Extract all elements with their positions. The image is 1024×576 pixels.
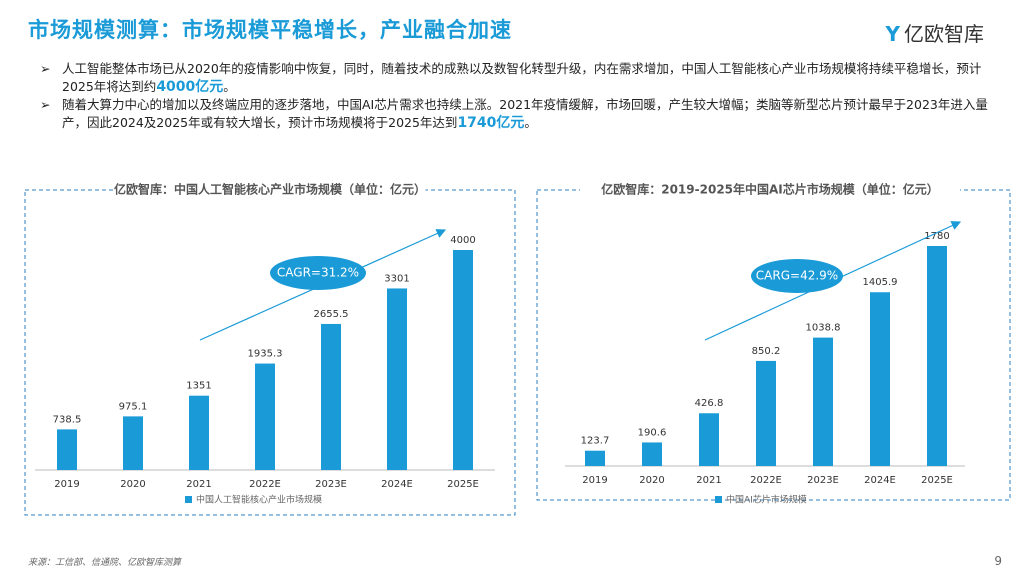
- logo-text: 亿欧智库: [904, 22, 984, 46]
- annotation-bubble: [751, 259, 843, 293]
- x-tick-label: 2020: [639, 475, 664, 486]
- x-tick-label: 2022E: [249, 479, 281, 490]
- value-label: 1351: [186, 381, 211, 392]
- chart-frame: [536, 189, 1011, 501]
- value-label: 1935.3: [248, 349, 283, 360]
- title-bg: [580, 182, 960, 198]
- bar: [189, 395, 209, 470]
- x-tick-label: 2025E: [921, 475, 953, 486]
- bar: [123, 416, 143, 470]
- bar: [699, 413, 719, 466]
- bullet-text: 随着大算力中心的增加以及终端应用的逐步落地，中国AI芯片需求也持续上涨。2021…: [62, 97, 988, 130]
- legend-swatch: [185, 496, 192, 503]
- annotation-bubble: [270, 256, 366, 290]
- value-label: 1405.9: [863, 277, 898, 288]
- bar: [57, 429, 77, 470]
- x-tick-label: 2022E: [750, 475, 782, 486]
- x-tick-label: 2023E: [315, 479, 347, 490]
- value-label: 975.1: [119, 401, 148, 412]
- annotation: CARG=42.9%: [756, 269, 838, 283]
- bullet-text: 人工智能整体市场已从2020年的疫情影响中恢复，同时，随着技术的成熟以及数智化转…: [62, 61, 982, 94]
- source: 来源：工信部、信通院、亿欧智库测算: [28, 558, 182, 568]
- bar: [927, 246, 947, 466]
- x-tick-label: 2019: [582, 475, 607, 486]
- chart-title: 亿欧智库：2019-2025年中国AI芯片市场规模（单位：亿元）: [601, 182, 939, 197]
- x-tick-label: 2021: [696, 475, 721, 486]
- page-number: 9: [994, 554, 1002, 568]
- bar: [813, 337, 833, 466]
- value-label: 850.2: [752, 346, 781, 357]
- value-label: 1038.8: [806, 323, 841, 334]
- title-bg: [114, 182, 426, 198]
- value-label: 123.7: [581, 436, 610, 447]
- bar: [321, 323, 341, 470]
- bullet-text: 。: [524, 115, 537, 130]
- bar: [756, 360, 776, 466]
- logo: Y 亿欧智库: [885, 22, 984, 46]
- chart-title: 亿欧智库：中国人工智能核心产业市场规模（单位：亿元）: [114, 182, 426, 197]
- bullet-text: 。: [223, 79, 236, 94]
- value-label: 738.5: [53, 414, 82, 425]
- value-label: 4000: [450, 235, 475, 246]
- x-tick-label: 2019: [54, 479, 79, 490]
- legend-label: 中国人工智能核心产业市场规模: [196, 494, 322, 506]
- legend-swatch: [715, 496, 722, 503]
- bar: [585, 450, 605, 466]
- highlight: 4000亿元: [156, 79, 224, 95]
- x-tick-label: 2025E: [447, 479, 479, 490]
- annotation: CAGR=31.2%: [277, 266, 359, 280]
- bar: [387, 288, 407, 470]
- value-label: 3301: [384, 273, 409, 284]
- bullet: 随着大算力中心的增加以及终端应用的逐步落地，中国AI芯片需求也持续上涨。2021…: [40, 96, 990, 132]
- bullet: 人工智能整体市场已从2020年的疫情影响中恢复，同时，随着技术的成熟以及数智化转…: [40, 60, 990, 96]
- highlight: 1740亿元: [457, 115, 525, 131]
- bullet-list: 人工智能整体市场已从2020年的疫情影响中恢复，同时，随着技术的成熟以及数智化转…: [40, 60, 990, 132]
- value-label: 190.6: [638, 427, 667, 438]
- bar: [453, 250, 473, 470]
- value-label: 1780: [924, 231, 949, 242]
- bar: [642, 442, 662, 466]
- x-tick-label: 2020: [120, 479, 145, 490]
- legend-label: 中国AI芯片市场规模: [726, 494, 807, 506]
- slide-title: 市场规模测算：市场规模平稳增长，产业融合加速: [28, 18, 512, 42]
- value-label: 2655.5: [314, 309, 349, 320]
- value-label: 426.8: [695, 398, 724, 409]
- x-tick-label: 2021: [186, 479, 211, 490]
- bar: [255, 363, 275, 470]
- bar: [870, 292, 890, 466]
- x-tick-label: 2024E: [864, 475, 896, 486]
- x-tick-label: 2023E: [807, 475, 839, 486]
- x-tick-label: 2024E: [381, 479, 413, 490]
